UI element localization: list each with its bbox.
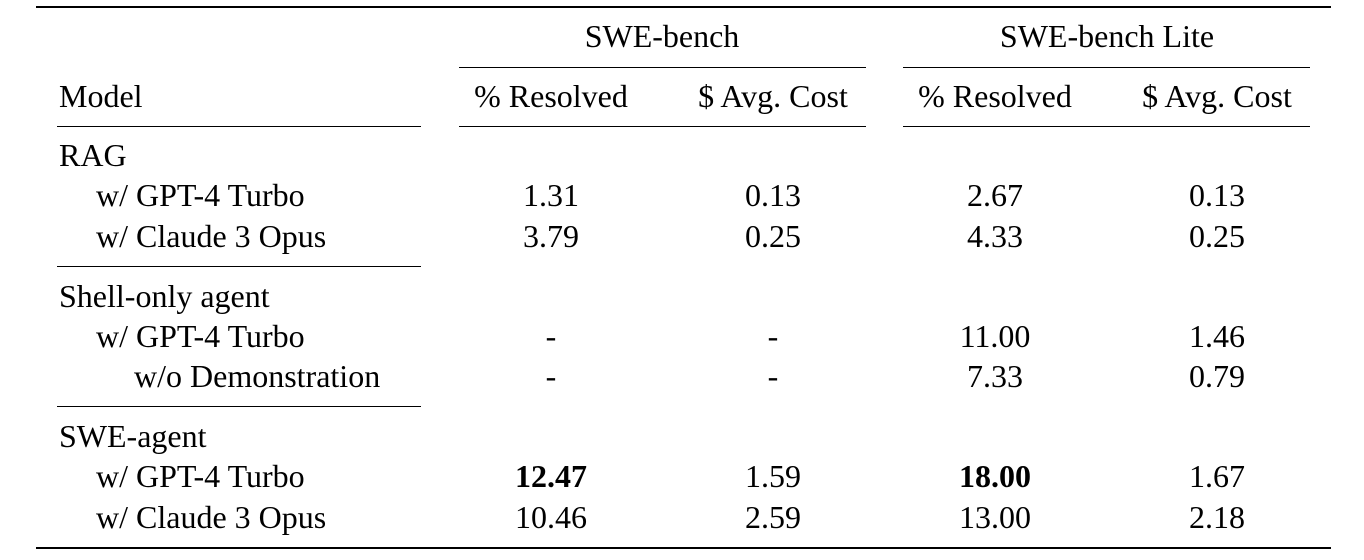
header-rule-model	[57, 126, 421, 127]
section-title-rag: RAG	[59, 137, 127, 173]
table-cell: -	[545, 358, 557, 394]
row-label: w/o Demonstration	[134, 358, 381, 394]
section-title-shell-only-agent: Shell-only agent	[59, 278, 270, 314]
column-header-resolved-swe-bench: % Resolved	[474, 78, 628, 114]
top-rule	[36, 6, 1331, 8]
group-rule-swe-bench	[459, 67, 866, 68]
header-rule-swe-bench-lite	[903, 126, 1310, 127]
table-cell: -	[767, 358, 779, 394]
table-cell: 0.25	[745, 218, 801, 254]
table-cell: 10.46	[515, 499, 587, 535]
table-cell: -	[545, 318, 557, 354]
table-cell: 11.00	[959, 318, 1031, 354]
column-header-model: Model	[59, 78, 143, 114]
row-label: w/ Claude 3 Opus	[96, 499, 327, 535]
group-rule-swe-bench-lite	[903, 67, 1310, 68]
table-cell: 2.59	[745, 499, 801, 535]
table-cell-best: 18.00	[959, 458, 1031, 494]
table-cell-best: 12.47	[515, 458, 587, 494]
table-cell: 3.79	[523, 218, 579, 254]
table-cell: 2.67	[967, 177, 1023, 213]
row-label: w/ GPT-4 Turbo	[96, 318, 305, 354]
table-cell: 1.46	[1189, 318, 1245, 354]
group-header-swe-bench: SWE-bench	[584, 18, 740, 54]
table-cell: 1.59	[745, 458, 801, 494]
table-cell: 0.13	[745, 177, 801, 213]
column-header-resolved-swe-bench-lite: % Resolved	[918, 78, 1072, 114]
row-label: w/ Claude 3 Opus	[96, 218, 327, 254]
section-title-swe-agent: SWE-agent	[59, 418, 207, 454]
header-rule-swe-bench	[459, 126, 866, 127]
group-header-swe-bench-lite: SWE-bench Lite	[999, 18, 1215, 54]
bottom-rule	[36, 547, 1331, 549]
table-cell: 0.79	[1189, 358, 1245, 394]
column-header-cost-swe-bench-lite: $ Avg. Cost	[1142, 78, 1292, 114]
section-rule-1	[57, 266, 421, 267]
row-label: w/ GPT-4 Turbo	[96, 458, 305, 494]
table-cell: 1.31	[523, 177, 579, 213]
table-cell: -	[767, 318, 779, 354]
table-cell: 0.25	[1189, 218, 1245, 254]
row-label: w/ GPT-4 Turbo	[96, 177, 305, 213]
section-rule-2	[57, 406, 421, 407]
column-header-cost-swe-bench: $ Avg. Cost	[698, 78, 848, 114]
table-cell: 7.33	[967, 358, 1023, 394]
table-cell: 4.33	[967, 218, 1023, 254]
table-cell: 0.13	[1189, 177, 1245, 213]
table-cell: 1.67	[1189, 458, 1245, 494]
table-cell: 2.18	[1189, 499, 1245, 535]
table-cell: 13.00	[959, 499, 1031, 535]
